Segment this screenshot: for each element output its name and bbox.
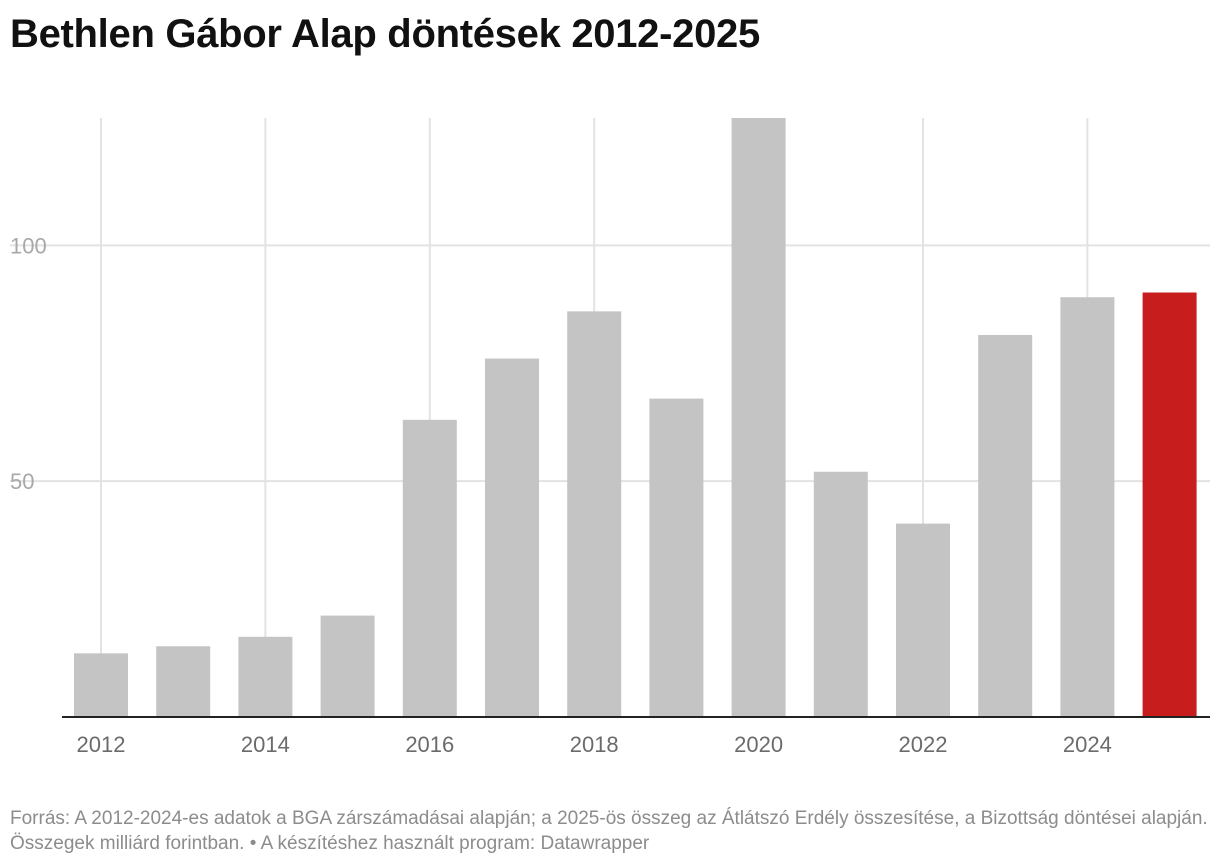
source-note: Forrás: A 2012-2024-es adatok a BGA zárs… bbox=[10, 808, 1208, 854]
bar bbox=[978, 334, 1033, 717]
bar bbox=[74, 653, 128, 717]
tool-credit: A készítéshez használt program: Datawrap… bbox=[260, 833, 650, 854]
bar bbox=[1060, 297, 1115, 717]
x-tick-label: 2014 bbox=[241, 732, 290, 757]
bar bbox=[402, 419, 457, 717]
chart-footer: Forrás: A 2012-2024-es adatok a BGA zárs… bbox=[10, 806, 1215, 856]
bar bbox=[238, 636, 293, 717]
bar bbox=[731, 118, 786, 717]
footer-separator: • bbox=[244, 833, 261, 854]
bar bbox=[320, 615, 375, 717]
bar bbox=[485, 358, 539, 717]
x-tick-label: 2022 bbox=[899, 732, 948, 757]
x-tick-label: 2018 bbox=[570, 732, 619, 757]
bar bbox=[649, 398, 704, 717]
x-tick-label: 2020 bbox=[734, 732, 783, 757]
bar bbox=[567, 311, 622, 717]
chart-title: Bethlen Gábor Alap döntések 2012-2025 bbox=[10, 12, 760, 56]
bar-highlight bbox=[1142, 292, 1197, 717]
y-tick-label: 50 bbox=[10, 469, 34, 494]
x-tick-label: 2024 bbox=[1063, 732, 1112, 757]
bar bbox=[813, 471, 868, 717]
bar bbox=[156, 646, 211, 717]
bar bbox=[896, 523, 950, 717]
x-tick-label: 2012 bbox=[77, 732, 126, 757]
x-tick-label: 2016 bbox=[405, 732, 454, 757]
y-tick-label: 100 bbox=[10, 233, 47, 258]
